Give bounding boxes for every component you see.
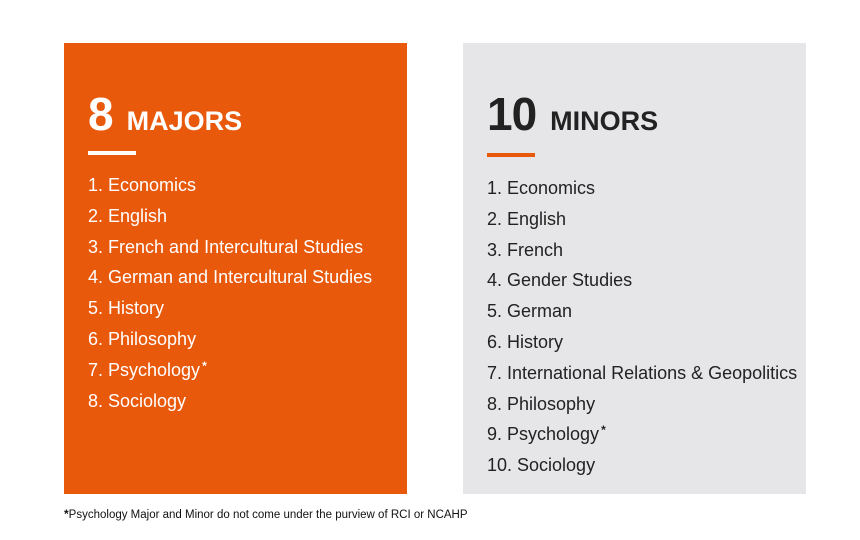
list-item: 6. History <box>487 327 797 358</box>
majors-label: MAJORS <box>126 106 243 136</box>
asterisk: * <box>202 358 207 373</box>
list-item: 2. English <box>487 204 797 235</box>
divider <box>487 153 535 157</box>
list-item: 1. Economics <box>88 170 372 201</box>
list-item: 2. English <box>88 201 372 232</box>
item-text: 3. French <box>487 239 564 260</box>
list-item: 3. French <box>487 235 797 266</box>
minors-count: 10 <box>487 88 537 140</box>
asterisk: * <box>601 423 606 438</box>
list-item: 8. Sociology <box>88 386 372 417</box>
footnote: *Psychology Major and Minor do not come … <box>64 507 468 521</box>
item-text: 8. Sociology <box>88 390 187 411</box>
item-text: 5. History <box>88 298 165 319</box>
item-text: 4. Gender Studies <box>487 270 633 291</box>
item-text: 9. Psychology <box>487 424 600 445</box>
list-item: 6. Philosophy <box>88 324 372 355</box>
item-text: 1. Economics <box>88 175 197 195</box>
item-text: 1. Economics <box>487 178 596 198</box>
minors-label: MINORS <box>550 106 659 136</box>
item-text: 4. German and Intercultural Studies <box>88 267 373 288</box>
list-item: 9. Psychology * <box>487 419 797 450</box>
majors-heading: 8 MAJORS <box>88 87 242 141</box>
minors-heading: 10 MINORS <box>487 87 658 141</box>
list-item: 5. History <box>88 293 372 324</box>
list-item: 5. German <box>487 296 797 327</box>
item-text: 8. Philosophy <box>487 393 596 414</box>
list-item: 1. Economics <box>487 173 797 204</box>
item-text: 6. Philosophy <box>88 328 197 349</box>
majors-count: 8 <box>88 88 114 140</box>
item-text: 7. Psychology <box>88 359 201 380</box>
list-item: 4. German and Intercultural Studies <box>88 262 372 293</box>
item-text: 7. International Relations & Geopolitics <box>487 362 798 383</box>
list-item: 3. French and Intercultural Studies <box>88 232 372 263</box>
item-text: 6. History <box>487 331 564 352</box>
item-text: 10. Sociology <box>487 455 596 476</box>
majors-card: 8 MAJORS 1. Economics 2. English 3. French… <box>64 43 407 494</box>
footnote-text: Psychology Major and Minor do not come u… <box>68 509 468 521</box>
list-item: 7. International Relations & Geopolitics <box>487 358 797 389</box>
list-item: 4. Gender Studies <box>487 265 797 296</box>
divider <box>88 151 136 155</box>
item-text: 2. English <box>487 208 567 229</box>
minors-card: 10 MINORS 1. Economics 2. English 3. Frenc… <box>463 43 806 494</box>
item-text: 5. German <box>487 301 573 322</box>
footnote-mark: * <box>64 507 69 521</box>
item-text: 3. French and Intercultural Studies <box>88 236 364 257</box>
minors-list: 1. Economics 2. English 3. French 4. Gender… <box>487 173 797 481</box>
list-item: 8. Philosophy <box>487 389 797 420</box>
list-item: 10. Sociology <box>487 450 797 481</box>
majors-list: 1. Economics 2. English 3. French and Inte… <box>88 170 372 416</box>
item-text: 2. English <box>88 205 168 226</box>
list-item: 7. Psychology * <box>88 355 372 386</box>
